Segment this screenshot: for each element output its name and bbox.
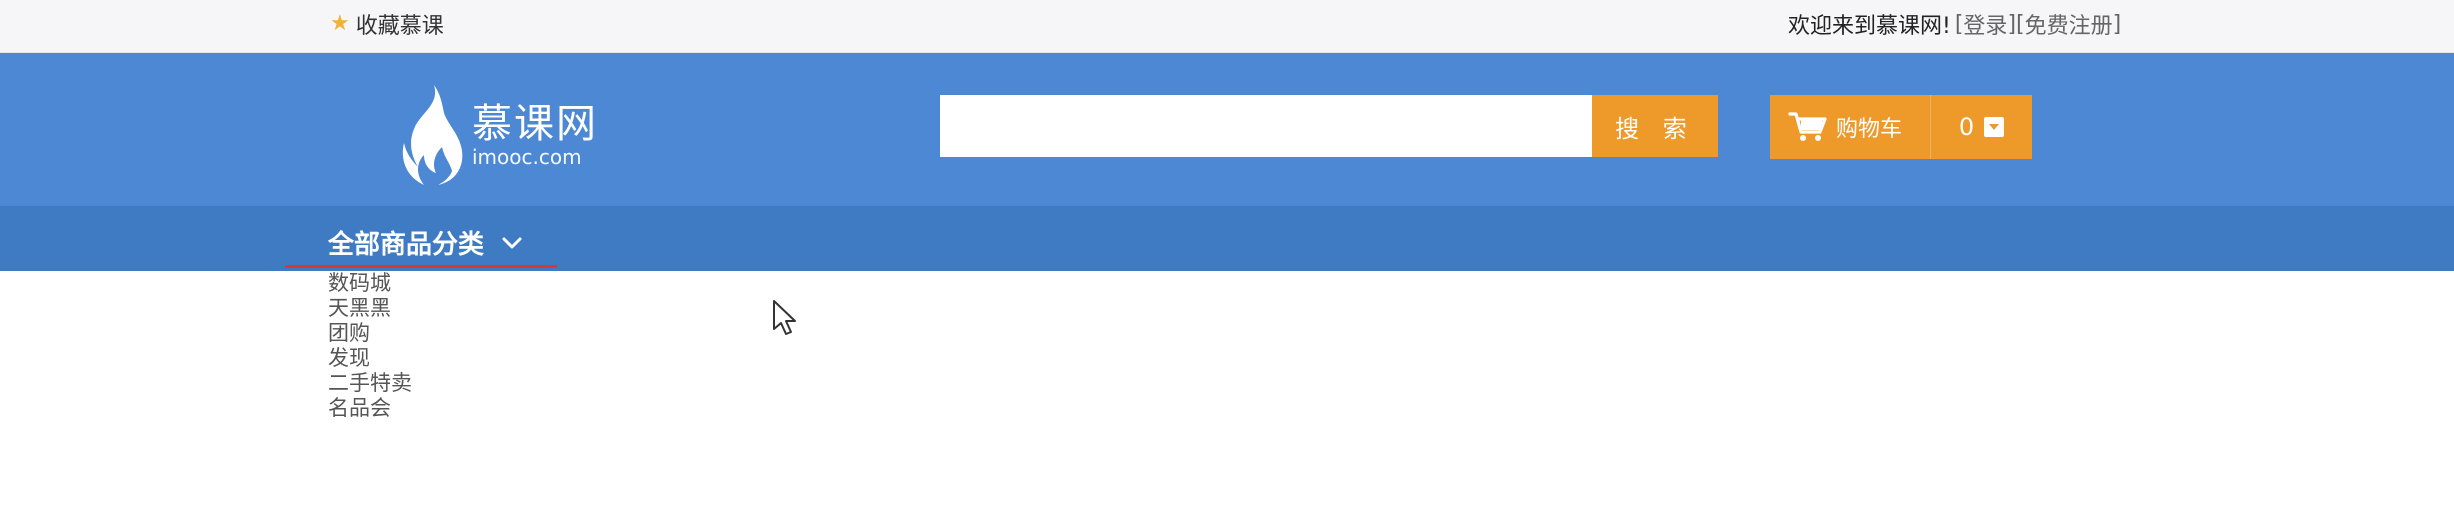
nav-bar: 全部商品分类	[0, 206, 2454, 271]
logo-text: 慕课网 imooc.com	[472, 102, 598, 168]
flame-logo-icon	[402, 85, 463, 185]
category-item[interactable]: 名品会	[328, 396, 391, 420]
cart-icon	[1788, 112, 1827, 141]
all-categories-label: 全部商品分类	[328, 230, 485, 260]
category-item[interactable]: 二手特卖	[328, 371, 412, 395]
favorite-link[interactable]: ★ 收藏慕课	[330, 9, 444, 40]
dropdown-box-icon[interactable]	[1984, 117, 2005, 137]
cart-count: 0	[1958, 113, 1975, 141]
category-item[interactable]: 发现	[328, 346, 370, 370]
mouse-pointer-icon	[773, 300, 796, 335]
category-item[interactable]: 团购	[328, 321, 370, 345]
all-categories-menu[interactable]: 全部商品分类	[285, 220, 557, 268]
search-button[interactable]: 搜 索	[1592, 95, 1718, 157]
category-list: 数码城 天黑黑 团购 发现 二手特卖 名品会	[328, 271, 412, 421]
logo-cn: 慕课网	[472, 101, 598, 147]
bracket-open: [	[1954, 11, 1964, 37]
cart-label: 购物车	[1836, 117, 1903, 142]
site-logo[interactable]: 慕课网 imooc.com	[400, 75, 620, 195]
login-link[interactable]: 登录	[1963, 14, 2008, 39]
bracket-close: ][	[2007, 11, 2025, 37]
bracket-close-2: ]	[2112, 11, 2122, 37]
favorite-label: 收藏慕课	[355, 14, 444, 39]
top-bar: ★ 收藏慕课 欢迎来到慕课网! [ 登录 ][ 免费注册 ]	[0, 0, 2454, 53]
category-item[interactable]: 数码城	[328, 271, 391, 295]
cart-main[interactable]: 购物车	[1770, 95, 1930, 159]
star-icon: ★	[330, 11, 350, 36]
register-link[interactable]: 免费注册	[2024, 14, 2113, 39]
logo-en: imooc.com	[472, 145, 582, 169]
cart-count-area[interactable]: 0	[1931, 95, 2032, 159]
search-input[interactable]	[940, 95, 1592, 157]
welcome-text: 欢迎来到慕课网!	[1788, 14, 1951, 39]
category-item[interactable]: 天黑黑	[328, 296, 391, 320]
welcome-area: 欢迎来到慕课网! [ 登录 ][ 免费注册 ]	[1788, 9, 2122, 40]
chevron-down-icon	[502, 237, 522, 248]
cart-divider	[1930, 95, 1931, 159]
cart-button[interactable]: 购物车 0	[1770, 95, 2032, 159]
